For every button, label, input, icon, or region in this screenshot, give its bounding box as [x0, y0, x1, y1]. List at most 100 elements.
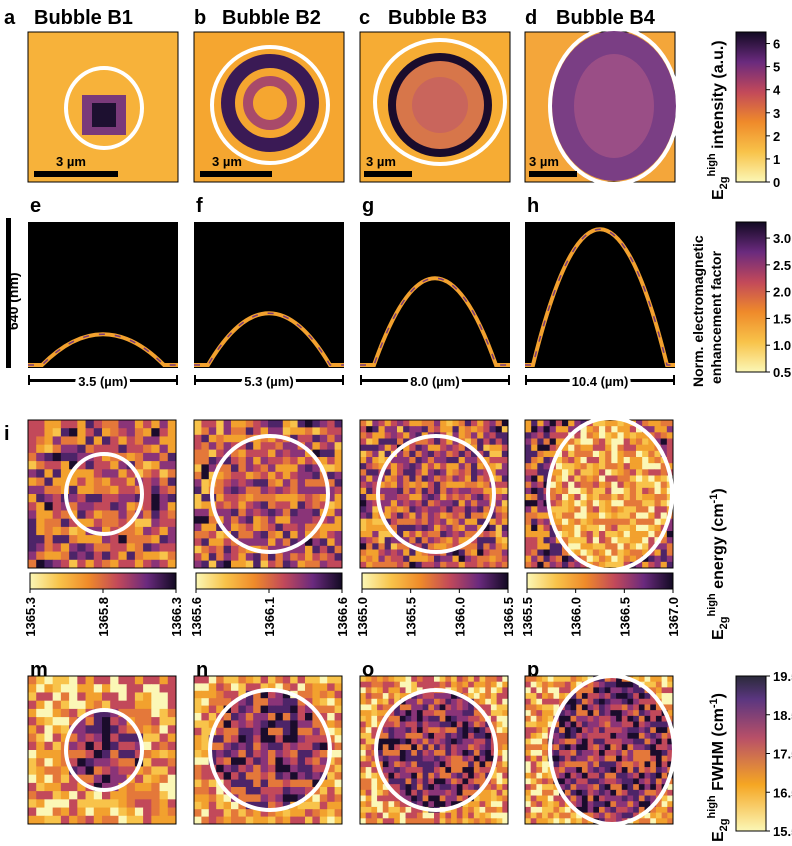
pixel — [110, 420, 119, 429]
pixel — [660, 561, 668, 569]
pixel — [290, 757, 298, 766]
pixel — [118, 815, 128, 825]
pixel — [151, 420, 160, 429]
pixel — [134, 518, 144, 528]
pixel — [568, 524, 575, 532]
pixel — [36, 684, 45, 693]
pixel — [238, 809, 247, 817]
pixel — [365, 738, 372, 745]
pixel — [275, 508, 284, 517]
pixel — [564, 698, 571, 705]
pixel — [638, 801, 645, 808]
pixel — [422, 738, 429, 745]
pixel — [245, 486, 254, 495]
pixel — [422, 772, 429, 779]
pixel — [456, 812, 463, 819]
pixel — [69, 692, 78, 702]
pixel — [312, 816, 321, 825]
pixel — [617, 457, 625, 464]
pixel — [382, 806, 389, 814]
pixel — [159, 676, 169, 685]
pixel — [360, 715, 367, 722]
pixel — [85, 469, 95, 478]
pixel — [586, 469, 594, 476]
pixel — [411, 681, 418, 688]
pixel — [253, 538, 261, 547]
pixel — [28, 782, 37, 792]
pixel — [599, 750, 606, 757]
pixel — [102, 799, 111, 808]
pixel — [118, 758, 128, 767]
pixel — [525, 715, 532, 722]
pixel — [208, 772, 217, 780]
pixel — [28, 526, 37, 536]
pixel — [415, 555, 423, 563]
pixel — [268, 501, 276, 510]
pixel — [525, 481, 532, 489]
pixel — [151, 758, 160, 767]
pixel — [502, 732, 509, 740]
pixel — [327, 779, 335, 788]
pixel — [44, 700, 54, 710]
pixel — [485, 761, 492, 768]
pixel — [479, 812, 486, 819]
pixel — [592, 537, 600, 544]
pixel — [562, 524, 569, 532]
pixel — [85, 444, 95, 454]
pixel — [216, 705, 224, 714]
pixel — [617, 475, 625, 483]
pixel — [201, 501, 210, 510]
pixel — [409, 500, 416, 507]
pixel — [268, 713, 276, 721]
pixel — [655, 761, 663, 768]
energy-tick-label: 1366.1 — [262, 597, 277, 637]
pixel — [194, 816, 202, 825]
pixel — [501, 457, 509, 464]
pixel — [118, 518, 128, 528]
pixel — [159, 741, 169, 751]
pixel — [477, 487, 484, 495]
pixel — [586, 432, 594, 439]
pixel — [446, 469, 453, 476]
pixel — [416, 744, 424, 751]
pixel — [159, 526, 169, 536]
pixel — [77, 428, 86, 437]
pixel — [297, 683, 306, 692]
pixel — [394, 744, 401, 751]
pixel — [642, 469, 649, 476]
pixel — [52, 494, 62, 503]
pixel — [52, 518, 62, 528]
pixel — [334, 683, 343, 692]
pixel — [118, 750, 128, 759]
pixel — [366, 506, 373, 513]
pixel — [194, 720, 202, 729]
pixel — [268, 471, 276, 480]
pixel — [495, 475, 503, 483]
pixel — [490, 721, 498, 728]
pixel — [411, 818, 418, 825]
pixel — [644, 676, 651, 683]
pixel — [586, 537, 594, 544]
pixel — [216, 494, 224, 502]
pixel — [479, 681, 486, 688]
pixel — [667, 806, 674, 814]
pixel — [661, 676, 668, 683]
pixel — [525, 784, 532, 791]
pixel — [44, 766, 54, 776]
energy-tick-label: 1366.5 — [617, 597, 632, 637]
pixel — [542, 738, 549, 745]
pixel — [360, 687, 367, 694]
pixel — [44, 807, 54, 817]
pixel — [592, 438, 600, 446]
pixel — [599, 561, 606, 569]
pixel — [167, 733, 177, 743]
pixel — [633, 806, 640, 814]
pixel — [537, 450, 544, 458]
pixel — [576, 795, 583, 802]
pixel — [275, 816, 284, 825]
pixel — [134, 799, 144, 808]
pixel — [388, 738, 395, 745]
pixel — [599, 806, 606, 814]
pixel — [118, 733, 128, 743]
pixel — [403, 457, 410, 464]
